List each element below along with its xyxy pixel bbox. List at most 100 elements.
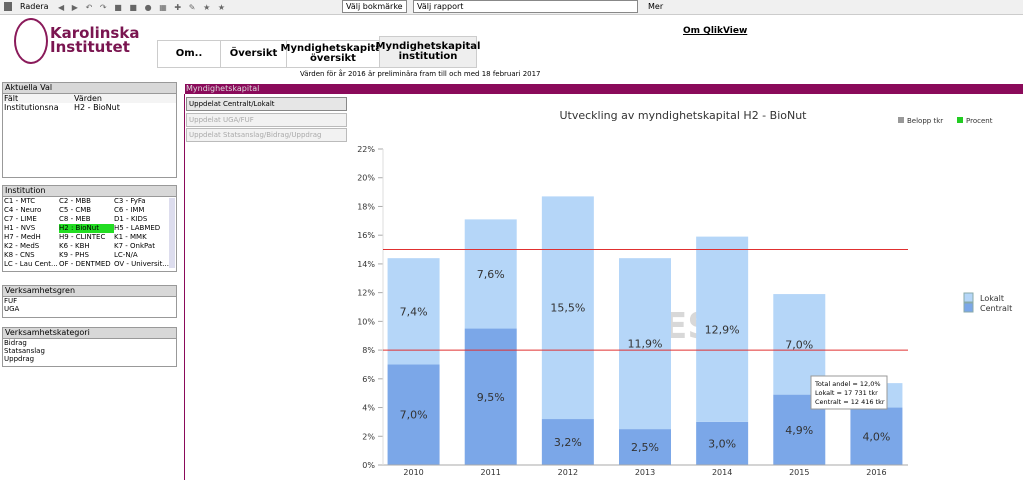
bar[interactable] [696,236,749,422]
bookmark-select[interactable]: Välj bokmärke [342,0,407,13]
legend-label[interactable]: Lokalt [980,294,1004,303]
bar[interactable] [619,258,671,430]
row[interactable]: Institutionsna H2 - BioNut [3,103,176,112]
x-tick-label: 2013 [635,468,655,477]
list-item[interactable]: C1 - MTC [4,197,36,205]
list-item[interactable]: FUF [4,297,18,305]
logo-seal [14,18,48,64]
list-item[interactable]: LC - Lau Cent... [4,260,58,268]
list-item[interactable]: C5 - CMB [59,206,92,214]
view-button[interactable]: Uppdelat UGA/FUF [186,113,347,127]
bar[interactable] [619,429,671,465]
tab[interactable]: Myndighetskapital institution [376,36,480,68]
list-item[interactable]: C8 - MEB [59,215,91,223]
tooltip-line: Centralt = 12 416 tkr [815,398,885,406]
list-item[interactable]: UGA [4,305,20,313]
list-item[interactable]: C7 - LIME [4,215,37,223]
bar[interactable] [464,219,517,329]
section-title: Myndighetskapital [186,84,260,93]
data-label: 15,5% [550,302,585,315]
bar[interactable] [696,421,749,465]
about-link[interactable]: Om QlikView [683,26,748,36]
data-label: 9,5% [477,391,505,404]
list-item[interactable]: K8 - CNS [4,251,35,259]
bar[interactable] [850,407,903,465]
clear-icon[interactable] [4,2,12,11]
y-tick-label: 6% [362,375,375,384]
y-tick-label: 18% [357,202,375,211]
report-select[interactable]: Välj rapport [413,0,638,13]
y-tick-label: 12% [357,289,375,298]
note: Värden för år 2016 är preliminära fram t… [300,70,541,78]
section-border [184,94,185,480]
more-button[interactable]: Mer [648,2,664,11]
view-button[interactable]: Uppdelat Centralt/Lokalt [186,97,347,111]
list-item[interactable]: K2 - MedS [4,242,40,250]
current-selections: Aktuella Val Fält Värden Institutionsna H2… [2,82,177,178]
list-item[interactable]: OV - Universit... [114,260,169,268]
bar[interactable] [387,258,440,365]
legend-label[interactable]: Centralt [980,304,1012,313]
list-item[interactable]: LC-N/A [114,251,138,259]
panel-title: Institution [3,186,176,197]
list-item[interactable]: K6 - KBH [59,242,90,250]
toggle-swatch[interactable] [957,117,963,123]
data-label: 3,2% [554,436,582,449]
list-item[interactable]: K9 - PHS [59,251,89,259]
data-label: 3,0% [708,437,736,450]
tooltip-box [810,375,888,410]
panel-title: Verksamhetskategori [3,328,176,339]
col-header: Värden [74,94,102,103]
cell: H2 - BioNut [74,103,120,112]
list: FUF UGA [3,297,176,313]
y-tick-label: 14% [357,260,375,269]
list-item[interactable]: OF - DENTMED [59,260,111,268]
list-item[interactable]: C3 - FyFa [114,197,146,205]
col-header: Fält [4,94,19,103]
list-item[interactable]: H7 - MedH [4,233,41,241]
clear-button[interactable]: Radera [20,2,49,11]
bar[interactable] [541,419,594,465]
data-label: 7,6% [477,268,505,281]
list-item[interactable]: C2 - MBB [59,197,91,205]
data-label: 2,5% [631,441,659,454]
toggle-label[interactable]: Belopp tkr [907,117,943,125]
logo: Karolinska Institutet [50,26,139,55]
scrollbar[interactable] [169,198,175,268]
legend-swatch [963,302,974,313]
list-item[interactable]: H5 - LABMED [114,224,161,232]
x-tick-label: 2010 [403,468,423,477]
list-item[interactable]: K7 - OnkPat [114,242,155,250]
bar[interactable] [541,196,594,420]
y-tick-label: 4% [362,404,375,413]
view-button[interactable]: Uppdelat Statsanslag/Bidrag/Uppdrag [186,128,347,142]
x-tick-label: 2011 [481,468,501,477]
toggle-swatch[interactable] [898,117,904,123]
tab[interactable]: Myndighetskapital översikt [281,40,385,68]
list-item[interactable]: C6 - IMM [114,206,145,214]
tooltip-line: Lokalt = 17 731 tkr [815,389,878,397]
y-tick-label: 2% [362,432,375,441]
bar[interactable] [387,364,440,465]
nav-icons: ◀ ▶ ↶ ↷ ■ ■ ● ▦ ✚ ✎ ★ ★ [58,3,226,12]
list-item[interactable]: Uppdrag [4,355,35,363]
list-item[interactable]: Bidrag [4,339,27,347]
toggle-label[interactable]: Procent [966,117,993,125]
bar[interactable] [464,328,517,465]
data-label: 7,4% [400,305,428,318]
data-label: 4,0% [862,430,890,443]
list-item[interactable]: H1 - NVS [4,224,36,232]
panel-title: Verksamhetsgren [3,286,176,297]
list-item[interactable]: H2 : BioNut [59,224,114,233]
list-item[interactable]: D1 - KIDS [114,215,148,223]
list-item[interactable]: H9 - CLINTEC [59,233,106,241]
list-item[interactable]: K1 - MMK [114,233,147,241]
list-item[interactable]: Statsanslag [4,347,45,355]
y-tick-label: 20% [357,174,375,183]
data-label: 4,9% [785,424,813,437]
list-item[interactable]: C4 - Neuro [4,206,42,214]
legend-swatch [963,292,974,303]
verksamhetskategori-list: Verksamhetskategori Bidrag Statsanslag Upp… [2,327,177,367]
cell: Institutionsna [4,103,59,112]
